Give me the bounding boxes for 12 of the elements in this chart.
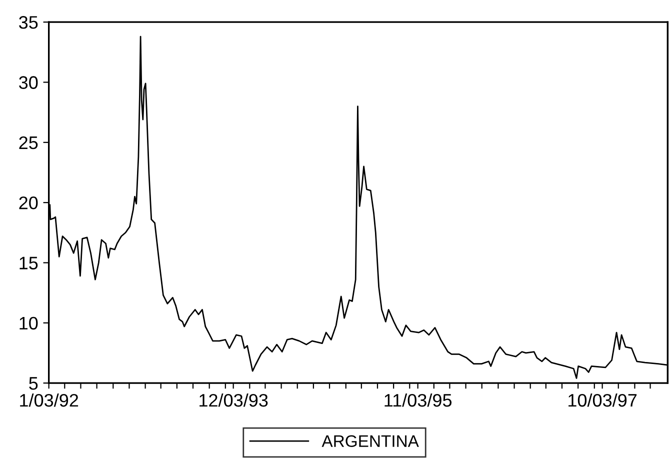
y-tick-label: 15 bbox=[20, 256, 38, 270]
legend-label: ARGENTINA bbox=[322, 435, 419, 448]
y-tick-label: 10 bbox=[20, 316, 38, 330]
x-tick-label: 12/03/93 bbox=[200, 393, 268, 407]
y-tick-label: 30 bbox=[19, 76, 38, 89]
y-tick-label: 20 bbox=[19, 196, 38, 210]
y-tick-label: 5 bbox=[29, 377, 38, 390]
y-tick-label: 35 bbox=[19, 16, 38, 29]
y-tick-label: 25 bbox=[19, 136, 38, 150]
x-tick-label: 10/03/97 bbox=[568, 393, 637, 407]
x-tick-label: 1/03/92 bbox=[20, 393, 78, 407]
x-tick-label: 11/03/95 bbox=[384, 393, 452, 407]
